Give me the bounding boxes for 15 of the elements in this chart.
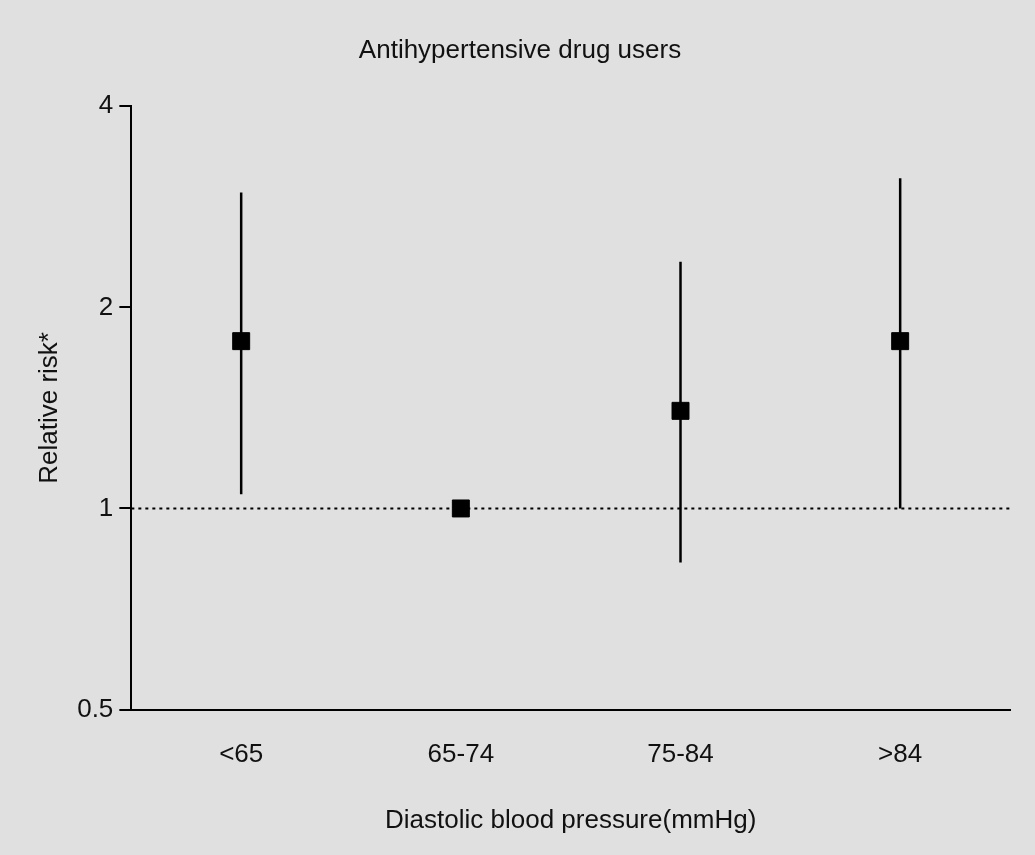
y-tick-label: 0.5	[77, 692, 114, 723]
y-tick-label: 4	[98, 89, 114, 120]
chart-title: Antihypertensive drug users	[358, 33, 682, 64]
x-tick-label: <65	[219, 738, 264, 769]
y-tick-label: 1	[98, 491, 114, 522]
point	[232, 332, 251, 351]
y-axis-title: Relative risk*	[32, 332, 63, 484]
x-tick-label: >84	[878, 738, 923, 769]
point	[891, 332, 910, 351]
point	[451, 499, 470, 518]
x-tick-label: 65-74	[427, 738, 495, 769]
point	[671, 401, 690, 420]
y-tick-label: 2	[98, 290, 114, 321]
x-axis-title: Diastolic blood pressure(mmHg)	[385, 803, 757, 834]
x-tick-label: 75-84	[647, 738, 714, 769]
